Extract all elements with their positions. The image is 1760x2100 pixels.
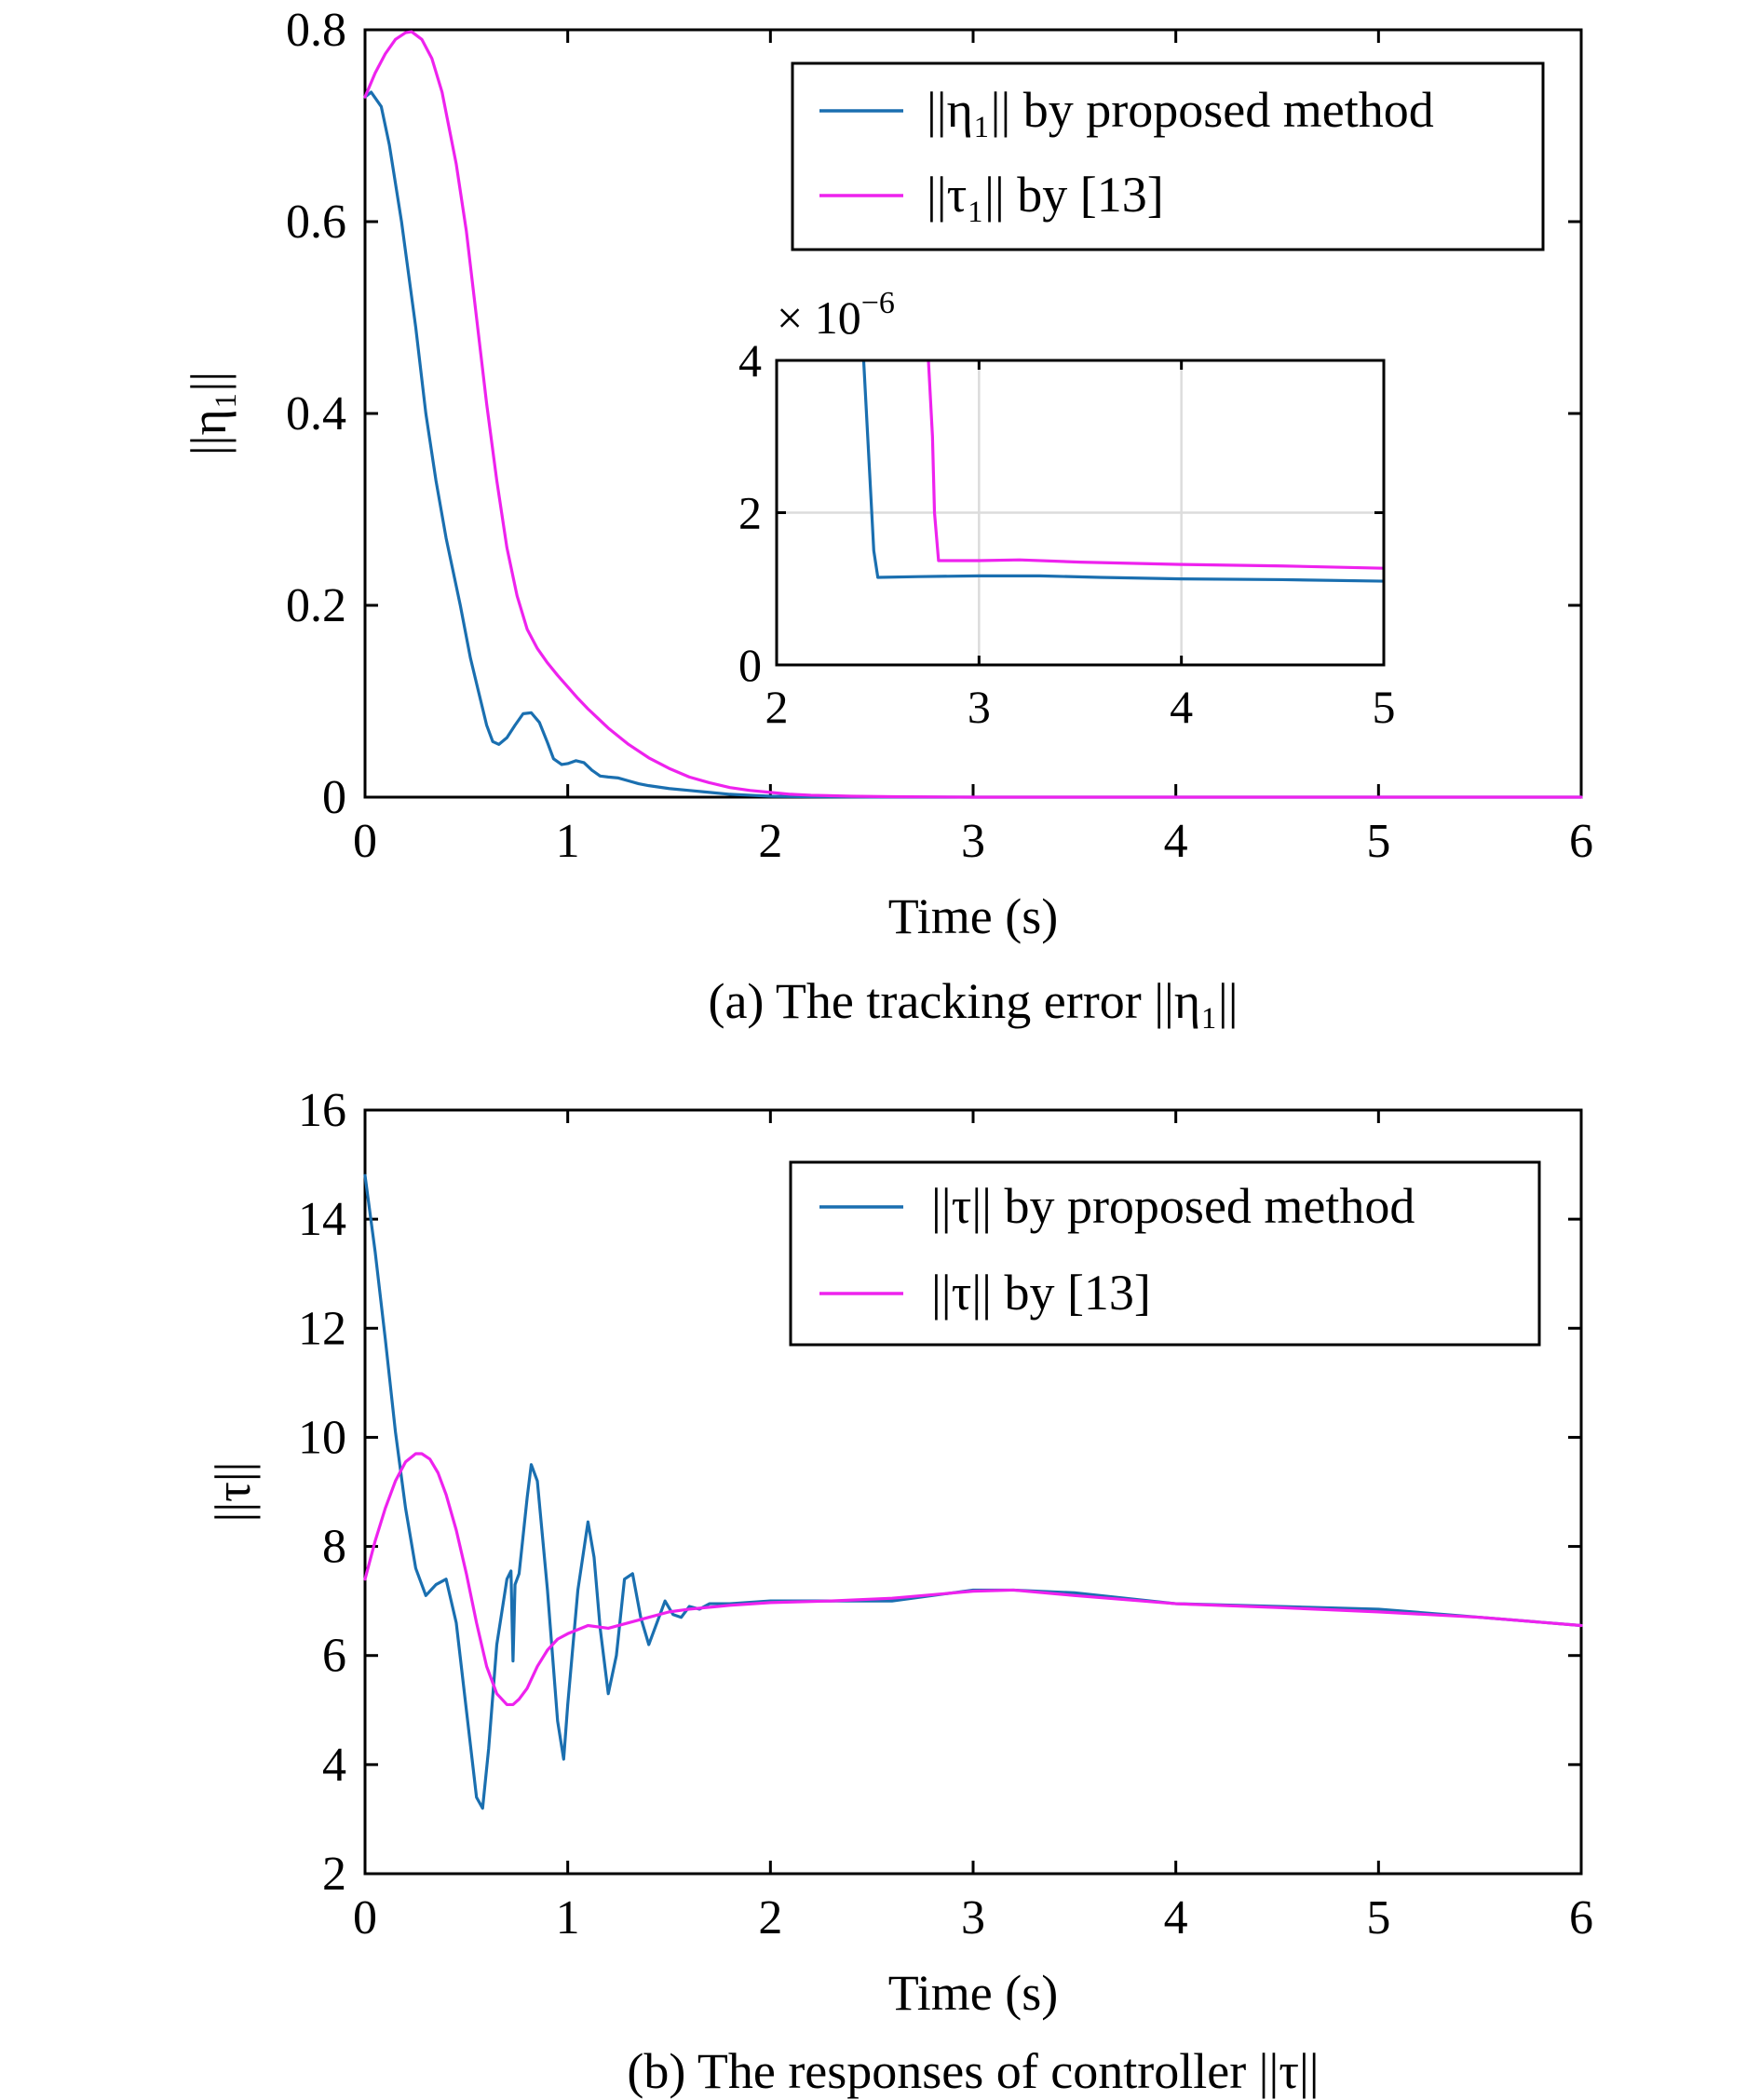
- inset-grid: [777, 360, 1384, 665]
- inset-y-tick-label: 4: [738, 334, 762, 386]
- panel-b-y-tick-label: 12: [298, 1302, 346, 1355]
- panel-a-legend-label-1: ||η₁|| by proposed method: [927, 82, 1434, 138]
- panel-b-x-tick-label: 1: [556, 1891, 580, 1944]
- panel-a-y-tick-label: 0.8: [286, 4, 346, 57]
- panel-b-x-tick-label: 4: [1164, 1891, 1188, 1944]
- inset-series-clip: [861, 360, 1384, 583]
- panel-b-x-tick-label: 5: [1366, 1891, 1390, 1944]
- inset-x-tick-label: 5: [1373, 681, 1396, 733]
- panel-b-y-tick-label: 2: [322, 1848, 346, 1901]
- panel-a-x-tick-label: 4: [1164, 815, 1188, 868]
- panel-b-y-axis-title: ||τ||: [205, 1462, 261, 1523]
- inset-y-tick-label: 2: [738, 487, 762, 539]
- panel-b-legend-box: [789, 1160, 1541, 1347]
- inset-x-tick-label: 2: [765, 681, 789, 733]
- inset-exponent-label: × 10−6: [777, 286, 895, 344]
- inset-x-tick-label: 3: [968, 681, 991, 733]
- panel-b-x-tick-label: 3: [961, 1891, 985, 1944]
- panel-a-x-tick-label: 3: [961, 815, 985, 868]
- panel-b-y-tick-label: 8: [322, 1521, 346, 1574]
- panel-b-y-tick-label: 14: [298, 1193, 346, 1246]
- panel-a-x-axis-title: Time (s): [888, 888, 1059, 944]
- inset-exponent-power: −6: [861, 286, 895, 320]
- panel-a-y-tick-label: 0: [322, 771, 346, 824]
- panel-b-x-axis-title: Time (s): [888, 1965, 1059, 2021]
- panel-a-legend-label-2: ||τ₁|| by [13]: [927, 167, 1164, 223]
- panel-b-series: [363, 1173, 1583, 1810]
- inset-x-tick-label: 4: [1170, 681, 1193, 733]
- panel-b-caption: (b) The responses of controller ||τ||: [627, 2043, 1319, 2099]
- panel-b-legend: ||τ|| by proposed method ||τ|| by [13]: [789, 1160, 1541, 1347]
- panel-b-x-tick-label: 2: [758, 1891, 782, 1944]
- panel-a-x-tick-label: 0: [353, 815, 377, 868]
- panel-a-caption: (a) The tracking error ||η₁||: [708, 973, 1238, 1029]
- panel-a-legend-box: [791, 61, 1545, 251]
- inset-series: [861, 360, 1384, 583]
- panel-a-legend: ||η₁|| by proposed method ||τ₁|| by [13]: [791, 61, 1545, 251]
- panel-a-x-tick-label: 1: [556, 815, 580, 868]
- panel-a-series: [363, 30, 1583, 799]
- panel-a-y-tick-label: 0.4: [286, 387, 346, 440]
- panel-b-y-tick-label: 4: [322, 1739, 346, 1792]
- panel-a-x-tick-label: 6: [1569, 815, 1593, 868]
- panel-a-y-tick-label: 0.6: [286, 196, 346, 249]
- inset-series-line-1: [861, 360, 1384, 583]
- inset-y-tick-label: 0: [738, 639, 762, 691]
- inset-series-line-2: [927, 360, 1384, 570]
- panel-a-series-line-1: [363, 90, 1583, 799]
- panel-b-y-tick-label: 16: [298, 1084, 346, 1137]
- panel-b-x-tick-label: 0: [353, 1891, 377, 1944]
- panel-a-ticks: 0 1 2 3 4 5 6 0 0.2 0.4 0.6 0.8: [286, 4, 1593, 868]
- panel-b-series-line-2: [363, 1452, 1583, 1707]
- panel-a-tracking-error: 0 1 2 3 4 5 6 0 0.2 0.4 0.6 0.8 Time (s) ||η₁|| (a)…: [181, 4, 1593, 1029]
- panel-a-y-tick-label: 0.2: [286, 579, 346, 632]
- panel-b-y-tick-label: 10: [298, 1411, 346, 1464]
- panel-b-x-tick-label: 6: [1569, 1891, 1593, 1944]
- panel-a-y-axis-title: ||η₁||: [181, 372, 237, 455]
- panel-b-legend-label-1: ||τ|| by proposed method: [931, 1178, 1415, 1234]
- inset-exponent-base: × 10: [777, 291, 861, 344]
- panel-a-series-line-2: [363, 30, 1583, 799]
- panel-a-x-tick-label: 2: [758, 815, 782, 868]
- panel-a-x-tick-label: 5: [1366, 815, 1390, 868]
- panel-b-y-tick-label: 6: [322, 1630, 346, 1683]
- panel-b-legend-label-2: ||τ|| by [13]: [931, 1265, 1151, 1321]
